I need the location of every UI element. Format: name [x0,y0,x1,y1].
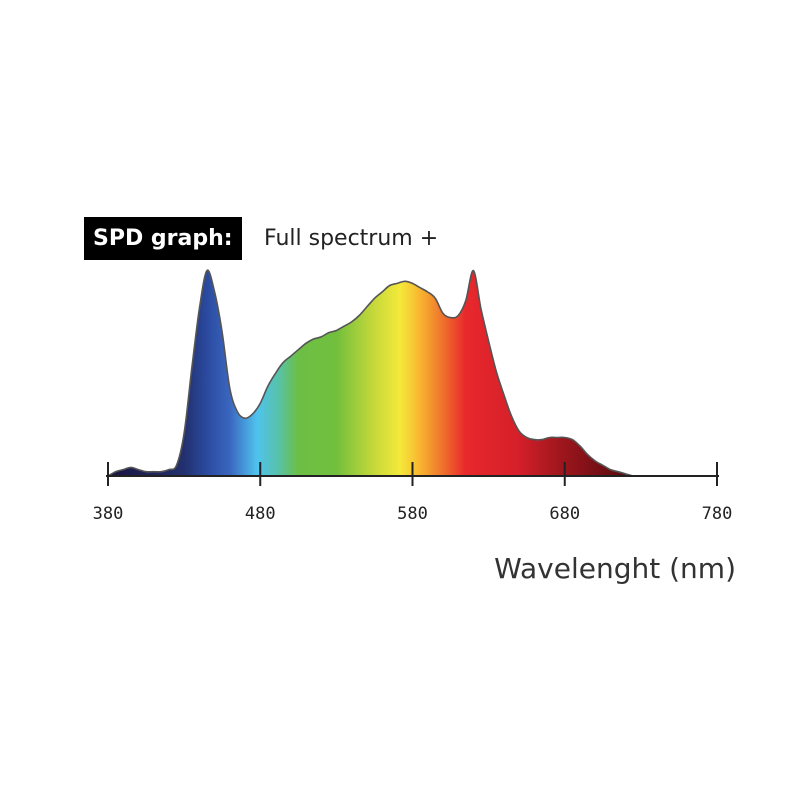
chart-subtitle: Full spectrum + [264,226,439,251]
x-axis-label: Wavelenght (nm) [494,552,736,585]
x-tick-label-780: 780 [702,504,733,524]
x-tick-label-580: 580 [397,504,428,524]
spectrum-area-group [107,269,717,477]
x-tick-label-680: 680 [549,504,580,524]
x-axis [106,462,719,486]
x-tick-label-480: 480 [245,504,276,524]
spectrum-outline [107,269,717,477]
x-tick-label-380: 380 [93,504,124,524]
x-tick-labels: 380 480 580 680 780 [93,504,733,524]
chart-title: SPD graph: [84,217,242,260]
spectrum-area [108,270,717,476]
